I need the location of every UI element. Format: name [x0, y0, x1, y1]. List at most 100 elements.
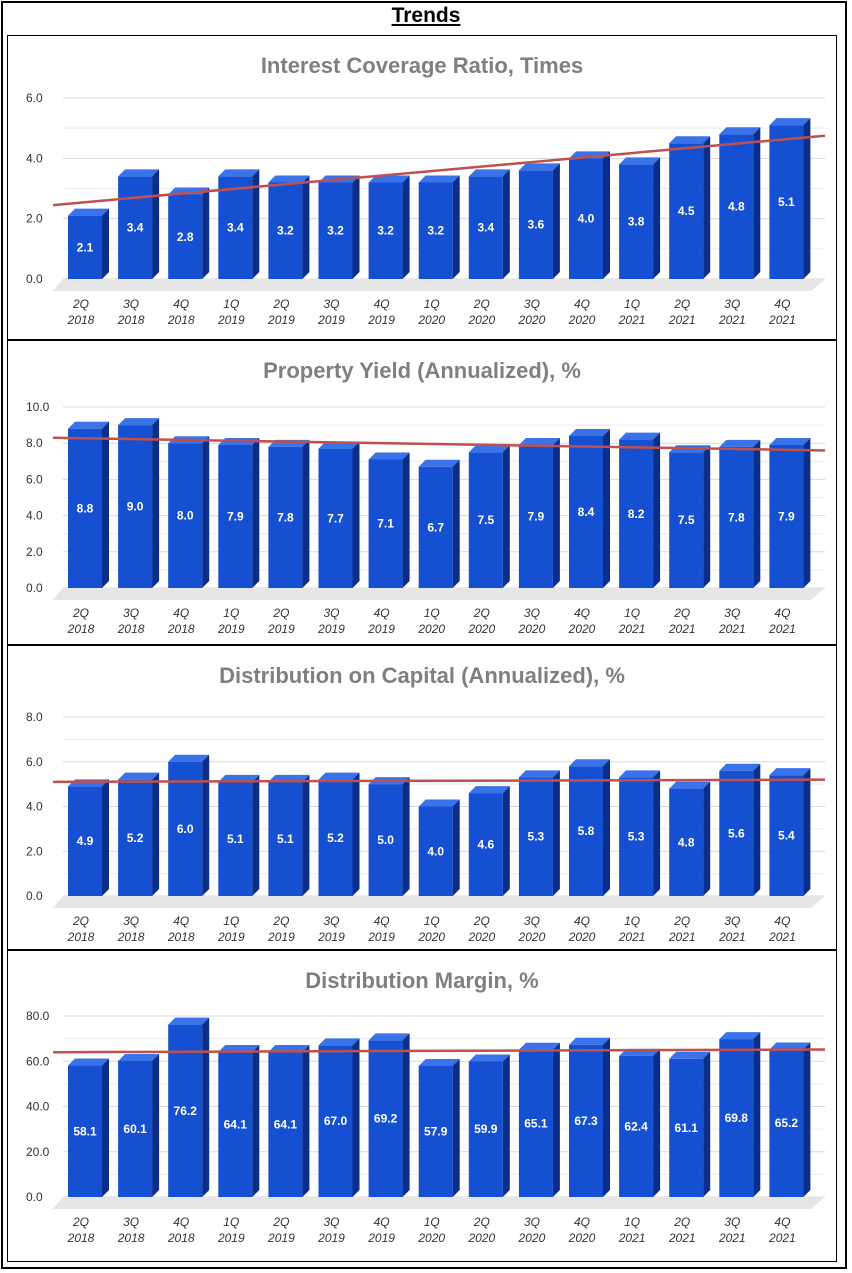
bar-side	[803, 768, 811, 896]
bar-side	[552, 1042, 560, 1197]
bar-top	[669, 1051, 711, 1059]
bar	[418, 175, 460, 279]
chart-floor	[53, 896, 825, 908]
trendline	[52, 436, 826, 452]
bar	[468, 786, 510, 896]
bar-front	[118, 425, 153, 588]
bar-side	[803, 118, 811, 280]
bar-side	[402, 1033, 410, 1197]
trendline	[52, 778, 826, 784]
bar	[569, 1037, 610, 1197]
x-tick-label: 2Q 2019	[267, 297, 295, 327]
bar-side	[152, 772, 160, 896]
bar-side	[753, 763, 761, 896]
x-tick-label: 3Q 2018	[117, 914, 145, 944]
bar-side	[703, 445, 711, 588]
bar-side	[402, 175, 410, 279]
bar-side	[552, 163, 560, 279]
bar-side	[352, 441, 360, 588]
data-label: 76.2	[174, 1104, 198, 1118]
x-tick-label: 3Q 2020	[518, 1215, 546, 1245]
bar-front	[719, 446, 754, 588]
bar-top	[218, 1044, 260, 1052]
x-tick-label: 1Q 2019	[217, 914, 245, 944]
data-label: 3.6	[528, 218, 545, 232]
bar-front	[268, 1051, 303, 1197]
bar-front	[719, 1039, 754, 1197]
bar-top	[118, 772, 160, 780]
bar-side	[703, 136, 711, 279]
bar-top	[468, 445, 510, 453]
bar-top	[418, 799, 460, 807]
bar-top	[118, 169, 160, 177]
data-label: 7.8	[277, 510, 294, 524]
bar	[669, 445, 711, 588]
data-label: 7.7	[327, 511, 344, 525]
x-tick-label: 4Q 2018	[167, 606, 195, 636]
x-tick-label: 4Q 2019	[367, 297, 395, 327]
x-tick-label: 3Q 2019	[317, 1215, 345, 1245]
bar-front	[669, 143, 704, 279]
bar-top	[669, 136, 711, 144]
x-tick-label: 4Q 2018	[167, 1215, 195, 1245]
data-label: 7.9	[528, 510, 545, 524]
x-tick-label: 2Q 2019	[267, 914, 295, 944]
data-label: 8.4	[578, 505, 595, 519]
bar-front	[168, 761, 203, 896]
bar-side	[753, 127, 761, 279]
bar-front	[619, 439, 654, 588]
x-tick-label: 4Q 2019	[367, 914, 395, 944]
bar-top	[118, 1054, 160, 1062]
data-label: 7.9	[778, 510, 795, 524]
x-tick-label: 1Q 2020	[417, 914, 445, 944]
bar-top	[318, 1038, 360, 1046]
x-tick-label: 3Q 2019	[317, 914, 345, 944]
bar-front	[468, 793, 503, 896]
bar	[368, 1033, 410, 1197]
data-label: 5.1	[227, 832, 244, 846]
bar	[68, 779, 109, 896]
bar	[418, 1059, 460, 1197]
bar-side	[603, 428, 610, 588]
bar-front	[168, 194, 203, 279]
data-label: 3.4	[477, 221, 494, 235]
page-title: Trends	[391, 4, 461, 27]
bar-front	[218, 176, 253, 279]
bar-front	[569, 158, 603, 279]
bar-side	[152, 169, 160, 279]
data-label: 57.9	[424, 1125, 448, 1139]
bar-top	[68, 421, 109, 429]
bar	[619, 432, 661, 588]
bar-top	[318, 772, 360, 780]
bar-front	[569, 1044, 603, 1197]
bar-top	[569, 759, 610, 767]
x-tick-label: 2Q 2018	[67, 914, 95, 944]
chart-floor	[53, 1197, 825, 1209]
data-label: 7.8	[728, 510, 745, 524]
x-tick-label: 2Q 2021	[668, 914, 696, 944]
x-tick-label: 3Q 2020	[518, 914, 546, 944]
bar-front	[168, 1024, 203, 1197]
bar	[68, 1058, 109, 1197]
chart-panel-distribution-on-capital: Distribution on Capital (Annualized), % 0…	[7, 645, 837, 950]
bar-top	[518, 163, 560, 171]
bar-top	[518, 770, 560, 778]
bar	[769, 438, 811, 588]
x-tick-label: 2Q 2020	[467, 914, 495, 944]
y-tick-label: 6.0	[26, 755, 43, 769]
bar-side	[202, 436, 210, 588]
bar-side	[502, 169, 510, 279]
x-tick-label: 4Q 2021	[768, 297, 796, 327]
data-label: 9.0	[127, 500, 144, 514]
x-tick-label: 4Q 2018	[167, 914, 195, 944]
bar-front	[769, 775, 804, 896]
bar-front	[518, 777, 553, 896]
data-label: 3.2	[427, 224, 444, 238]
data-label: 59.9	[474, 1122, 498, 1136]
x-tick-label: 4Q 2021	[768, 1215, 796, 1245]
data-label: 2.1	[77, 240, 94, 254]
bar-front	[719, 134, 754, 279]
chart-title: Property Yield (Annualized), %	[263, 358, 581, 383]
bar-front	[318, 779, 353, 896]
bar-side	[803, 1042, 811, 1197]
